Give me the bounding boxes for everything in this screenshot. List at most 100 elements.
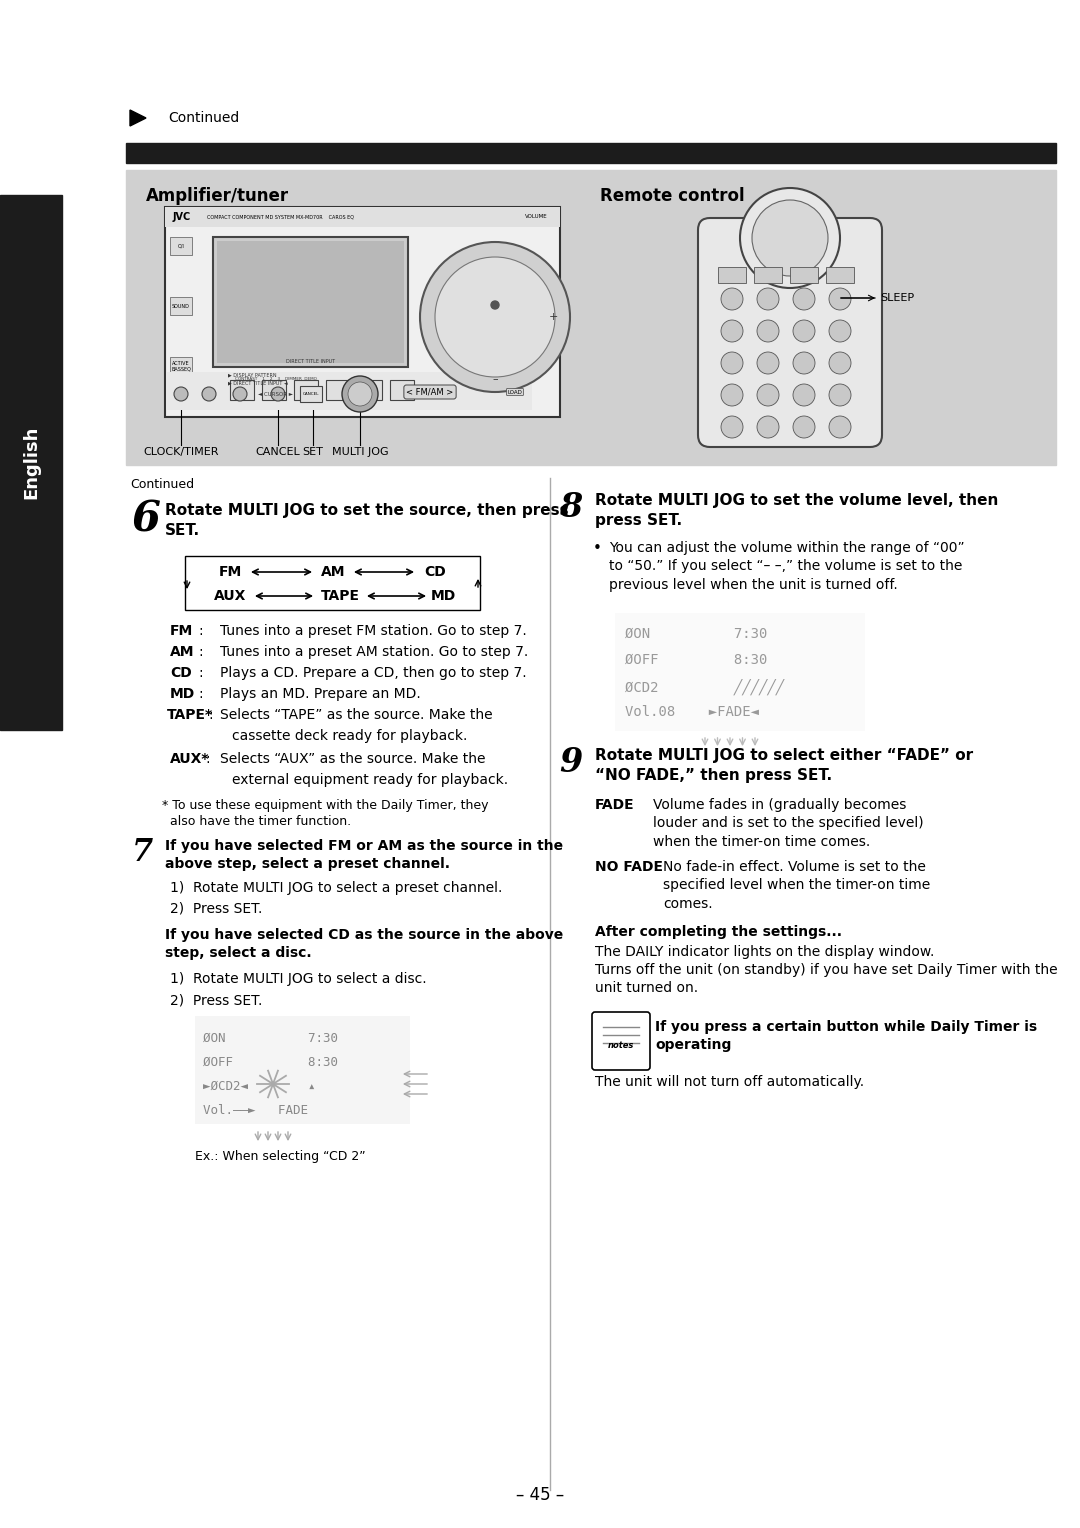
Text: SLEEP: SLEEP (880, 293, 914, 303)
Text: cassette deck ready for playback.: cassette deck ready for playback. (232, 729, 468, 743)
Text: Plays an MD. Prepare an MD.: Plays an MD. Prepare an MD. (220, 688, 421, 701)
Circle shape (721, 416, 743, 439)
Text: 6: 6 (132, 498, 161, 539)
Circle shape (721, 287, 743, 310)
Circle shape (793, 319, 815, 342)
Text: ØOFF          8:30: ØOFF 8:30 (203, 1056, 338, 1070)
Bar (300, 387, 322, 402)
Text: Tunes into a preset FM station. Go to step 7.: Tunes into a preset FM station. Go to st… (220, 623, 527, 639)
Text: ØOFF         8:30: ØOFF 8:30 (625, 652, 768, 668)
Bar (165, 206, 561, 228)
Text: Rotate MULTI JOG to select either “FADE” or
“NO FADE,” then press SET.: Rotate MULTI JOG to select either “FADE”… (595, 749, 973, 782)
Text: –: – (492, 374, 498, 384)
Text: 2)  Press SET.: 2) Press SET. (170, 902, 262, 915)
Circle shape (420, 241, 570, 393)
Text: MD: MD (170, 688, 195, 701)
Text: :: : (198, 623, 203, 639)
Bar (326, 380, 350, 400)
Text: ØON           7:30: ØON 7:30 (203, 1031, 338, 1045)
Text: ►ØCD2◄        ▴: ►ØCD2◄ ▴ (203, 1080, 315, 1093)
Circle shape (829, 351, 851, 374)
Text: Continued: Continued (130, 478, 194, 490)
Text: O/I: O/I (177, 243, 185, 249)
Text: :: : (198, 666, 203, 680)
Text: 7: 7 (132, 837, 153, 868)
Bar (170, 237, 192, 255)
Text: ØCD2         ╱╱╱╱╱╱: ØCD2 ╱╱╱╱╱╱ (625, 678, 784, 695)
Bar (126, 170, 1056, 465)
Bar (718, 267, 746, 283)
Text: ◄ CURSOR ►: ◄ CURSOR ► (257, 391, 293, 396)
Text: 1)  Rotate MULTI JOG to select a preset channel.: 1) Rotate MULTI JOG to select a preset c… (170, 882, 502, 895)
Circle shape (306, 387, 320, 400)
Circle shape (721, 351, 743, 374)
Text: FM: FM (218, 565, 242, 579)
Bar (390, 380, 414, 400)
Text: Plays a CD. Prepare a CD, then go to step 7.: Plays a CD. Prepare a CD, then go to ste… (220, 666, 527, 680)
Circle shape (435, 257, 555, 377)
Circle shape (174, 387, 188, 400)
Text: NO FADE: NO FADE (595, 860, 663, 874)
Circle shape (757, 384, 779, 406)
Circle shape (757, 287, 779, 310)
Circle shape (721, 319, 743, 342)
Text: – 45 –: – 45 – (516, 1487, 564, 1504)
Circle shape (757, 351, 779, 374)
Text: MULTI JOG: MULTI JOG (332, 448, 389, 457)
Bar (357, 380, 382, 400)
Bar (170, 358, 192, 374)
Text: After completing the settings...: After completing the settings... (595, 924, 842, 940)
Text: Vol.08    ►FADE◄: Vol.08 ►FADE◄ (625, 704, 759, 720)
Text: LOAD: LOAD (508, 390, 523, 394)
Circle shape (233, 387, 247, 400)
Text: Rotate MULTI JOG to set the volume level, then
press SET.: Rotate MULTI JOG to set the volume level… (595, 494, 998, 527)
Text: COMPACT COMPONENT MD SYSTEM MX-MD70R    CAROS EQ: COMPACT COMPONENT MD SYSTEM MX-MD70R CAR… (207, 214, 354, 220)
Text: TAPE*: TAPE* (167, 707, 213, 723)
Text: •: • (593, 541, 602, 556)
Circle shape (491, 301, 499, 309)
Circle shape (757, 319, 779, 342)
Text: Continued: Continued (168, 112, 240, 125)
Polygon shape (130, 110, 146, 125)
Text: ▶ DISPLAY PATTERN: ▶ DISPLAY PATTERN (228, 371, 276, 377)
Text: :: : (205, 752, 210, 766)
Bar (217, 241, 404, 364)
Circle shape (793, 351, 815, 374)
Circle shape (829, 384, 851, 406)
Bar (615, 613, 865, 730)
Circle shape (740, 188, 840, 287)
Text: You can adjust the volume within the range of “00”
to “50.” If you select “– –,”: You can adjust the volume within the ran… (609, 541, 964, 591)
Text: notes: notes (608, 1042, 634, 1051)
Circle shape (793, 287, 815, 310)
Bar (165, 206, 561, 417)
Circle shape (829, 287, 851, 310)
FancyBboxPatch shape (698, 219, 882, 448)
Text: +: + (549, 312, 557, 322)
Text: * To use these equipment with the Daily Timer, they: * To use these equipment with the Daily … (162, 799, 488, 811)
Text: Remote control: Remote control (600, 186, 744, 205)
Bar (754, 267, 782, 283)
Text: SET: SET (302, 448, 323, 457)
Text: FADE: FADE (595, 798, 635, 811)
Text: Amplifier/tuner: Amplifier/tuner (146, 186, 289, 205)
Circle shape (829, 416, 851, 439)
Text: AM: AM (170, 645, 194, 659)
Text: CANCEL: CANCEL (302, 393, 320, 396)
Text: TAPE: TAPE (321, 588, 360, 604)
Text: The unit will not turn off automatically.: The unit will not turn off automatically… (595, 1076, 864, 1089)
Text: Ex.: When selecting “CD 2”: Ex.: When selecting “CD 2” (195, 1151, 366, 1163)
Text: No fade-in effect. Volume is set to the
specified level when the timer-on time
c: No fade-in effect. Volume is set to the … (663, 860, 930, 911)
Text: DIRECT TITLE INPUT: DIRECT TITLE INPUT (286, 359, 335, 364)
Bar (826, 267, 854, 283)
Text: ACTIVE
BASSEQ: ACTIVE BASSEQ (171, 361, 191, 371)
Text: If you have selected FM or AM as the source in the
above step, select a preset c: If you have selected FM or AM as the sou… (165, 839, 563, 871)
Bar (195, 1016, 410, 1125)
Text: external equipment ready for playback.: external equipment ready for playback. (232, 773, 508, 787)
Circle shape (757, 416, 779, 439)
Text: :: : (198, 688, 203, 701)
Text: CANCEL: CANCEL (256, 448, 300, 457)
Circle shape (342, 376, 378, 413)
Text: Vol.——►   FADE: Vol.——► FADE (203, 1105, 308, 1117)
Circle shape (752, 200, 828, 277)
Text: 2)  Press SET.: 2) Press SET. (170, 993, 262, 1007)
